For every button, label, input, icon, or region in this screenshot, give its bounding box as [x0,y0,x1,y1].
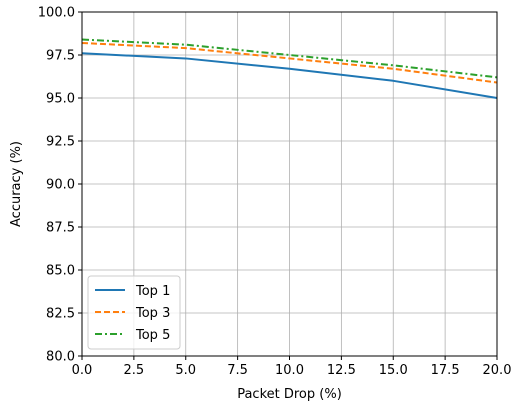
y-tick-label: 100.0 [38,6,75,21]
legend-label-top-1: Top 1 [135,284,170,299]
y-tick-label: 97.5 [46,49,75,64]
y-tick-label: 95.0 [46,92,75,107]
x-tick-label: 7.5 [227,363,248,378]
series [81,38,498,99]
y-tick-label: 87.5 [46,221,75,236]
y-tick-label: 92.5 [46,135,75,150]
x-tick-label: 20.0 [483,363,512,378]
legend-label-top-5: Top 5 [135,328,170,343]
y-axis-label: Accuracy (%) [9,141,24,227]
y-tick-label: 82.5 [46,307,75,322]
x-tick-label: 15.0 [379,363,408,378]
y-tick-label: 85.0 [46,264,75,279]
plot-frame [81,11,498,357]
series-line-top-5 [81,38,498,79]
x-tick-label: 17.5 [431,363,460,378]
x-tick-label: 10.0 [275,363,304,378]
x-tick-label: 2.5 [124,363,145,378]
legend-label-top-3: Top 3 [135,306,170,321]
y-tick-label: 90.0 [46,178,75,193]
x-axis-label: Packet Drop (%) [237,387,342,402]
ticks: 0.0 2.5 5.0 7.5 10.0 12.5 15.0 17.5 20.0 80.0 82.5… [38,6,512,379]
legend: Top 1 Top 3 Top 5 [87,275,181,350]
x-tick-label: 12.5 [327,363,356,378]
y-tick-label: 80.0 [46,350,75,365]
x-tick-label: 0.0 [72,363,93,378]
legend-box [87,275,181,350]
x-tick-label: 5.0 [175,363,196,378]
series-line-top-3 [81,41,498,84]
series-line-top-1 [81,52,498,99]
